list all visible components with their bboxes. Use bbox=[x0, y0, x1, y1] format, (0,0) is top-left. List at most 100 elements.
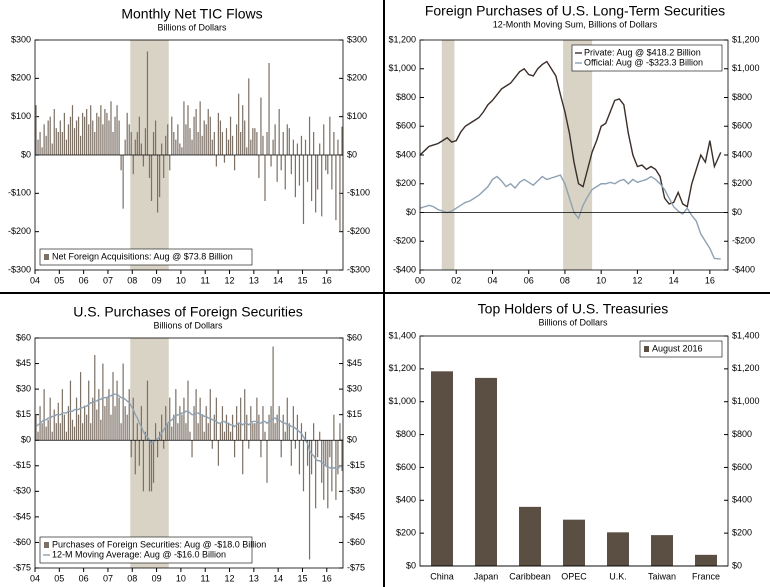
y2-tick-label: $0 bbox=[732, 560, 742, 570]
bar bbox=[159, 155, 161, 198]
bar bbox=[35, 414, 37, 441]
bar bbox=[209, 116, 211, 155]
y2-tick-label: $1,200 bbox=[732, 34, 760, 44]
bar bbox=[278, 406, 280, 441]
legend-box bbox=[639, 340, 723, 358]
bar bbox=[254, 423, 256, 441]
bar bbox=[308, 116, 311, 155]
line bbox=[35, 393, 343, 471]
bar bbox=[163, 440, 165, 449]
bar bbox=[315, 440, 317, 509]
bar bbox=[187, 380, 189, 441]
bar bbox=[313, 423, 315, 441]
chart-subtitle: Billions of Dollars bbox=[153, 320, 223, 330]
bar bbox=[128, 124, 130, 155]
bar bbox=[252, 423, 254, 441]
bar bbox=[240, 397, 242, 441]
y-tick-label: $1,000 bbox=[388, 396, 416, 406]
bar bbox=[140, 406, 142, 441]
x-tick-label: 15 bbox=[297, 573, 307, 583]
bar bbox=[266, 132, 268, 155]
bar bbox=[122, 155, 124, 209]
bar bbox=[197, 423, 199, 441]
bar bbox=[339, 155, 341, 232]
bar bbox=[179, 143, 181, 155]
y-tick-label: $1,200 bbox=[388, 34, 416, 44]
x-tick-label: France bbox=[692, 571, 720, 581]
bar bbox=[150, 155, 153, 201]
bar bbox=[695, 554, 717, 566]
bar bbox=[96, 409, 98, 441]
bar bbox=[108, 389, 110, 441]
bar bbox=[284, 431, 286, 441]
y2-tick-label: $800 bbox=[732, 429, 752, 439]
x-tick-label: 16 bbox=[322, 573, 332, 583]
bar bbox=[335, 155, 337, 221]
y2-tick-label: $200 bbox=[732, 528, 752, 538]
bar bbox=[43, 124, 45, 155]
x-tick-label: 14 bbox=[273, 573, 283, 583]
bar bbox=[319, 431, 321, 441]
bar bbox=[173, 414, 175, 441]
bar bbox=[240, 132, 242, 155]
bar bbox=[179, 406, 181, 441]
chart-title: Top Holders of U.S. Treasuries bbox=[478, 301, 669, 317]
bar bbox=[207, 423, 209, 441]
bar bbox=[339, 423, 341, 441]
bar bbox=[148, 155, 151, 178]
bar bbox=[57, 132, 59, 155]
x-tick-label: 04 bbox=[487, 275, 497, 285]
y-tick-label: -$200 bbox=[8, 226, 31, 236]
x-tick-label: 00 bbox=[415, 275, 425, 285]
legend-swatch bbox=[44, 542, 49, 548]
bar bbox=[254, 128, 256, 155]
bar bbox=[92, 120, 94, 155]
bar bbox=[59, 423, 61, 441]
bar bbox=[37, 431, 39, 441]
bar bbox=[150, 440, 153, 492]
bar bbox=[195, 389, 197, 441]
plot-frame bbox=[34, 39, 344, 271]
y2-tick-label: $200 bbox=[347, 73, 367, 83]
y2-tick-label: $0 bbox=[732, 207, 742, 217]
bar bbox=[61, 389, 63, 441]
bar bbox=[256, 132, 258, 155]
y2-tick-label: $100 bbox=[347, 111, 367, 121]
bar bbox=[519, 506, 541, 566]
bar bbox=[193, 406, 195, 441]
bar bbox=[130, 132, 132, 155]
bar bbox=[63, 414, 65, 441]
y2-tick-label: $600 bbox=[732, 121, 752, 131]
y2-tick-label: $30 bbox=[347, 383, 362, 393]
x-tick-label: 16 bbox=[322, 275, 332, 285]
y2-tick-label: $400 bbox=[732, 495, 752, 505]
bar bbox=[201, 135, 203, 155]
bar bbox=[53, 109, 55, 155]
x-tick-label: OPEC bbox=[561, 571, 587, 581]
y2-tick-label: $0 bbox=[347, 435, 357, 445]
bar bbox=[142, 440, 145, 492]
bar bbox=[73, 128, 76, 155]
bar bbox=[185, 423, 187, 441]
bar bbox=[329, 116, 331, 155]
y2-tick-label: $15 bbox=[347, 409, 362, 419]
y-tick-label: $800 bbox=[396, 429, 416, 439]
bar bbox=[246, 147, 248, 155]
y-tick-label: -$30 bbox=[13, 486, 31, 496]
y-tick-label: -$45 bbox=[13, 511, 31, 521]
bar bbox=[266, 440, 268, 483]
bar bbox=[177, 423, 179, 441]
bar bbox=[156, 440, 159, 458]
bar bbox=[244, 120, 246, 155]
bar bbox=[88, 380, 90, 441]
x-tick-label: 08 bbox=[127, 275, 137, 285]
bar bbox=[92, 397, 94, 441]
bar bbox=[280, 440, 282, 458]
x-tick-label: 09 bbox=[152, 275, 162, 285]
bar bbox=[98, 389, 100, 441]
bar bbox=[53, 409, 55, 441]
bar bbox=[327, 440, 329, 509]
bar bbox=[185, 124, 187, 155]
bar bbox=[300, 423, 303, 441]
bar bbox=[86, 109, 88, 155]
